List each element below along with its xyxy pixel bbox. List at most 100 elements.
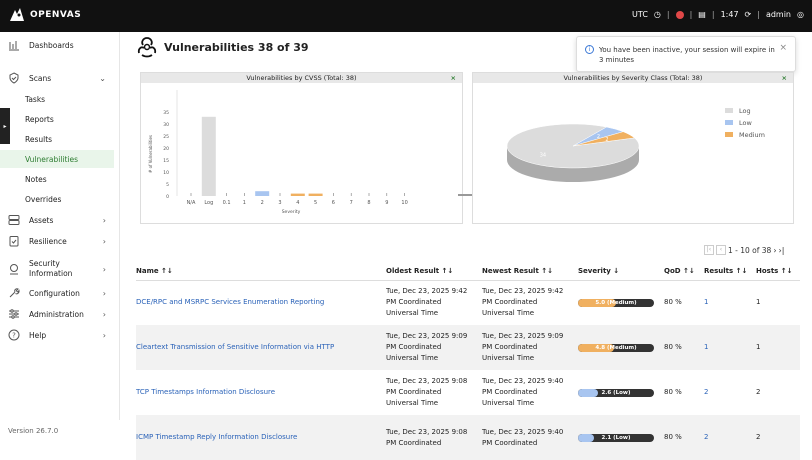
bar[interactable] xyxy=(308,193,323,196)
remove-chart-icon[interactable]: × xyxy=(781,74,787,82)
user-icon[interactable]: ◎ xyxy=(797,10,804,19)
oldest-result: Tue, Dec 23, 2025 9:08 PM Coordinated xyxy=(386,415,482,460)
table-row[interactable]: DCE/RPC and MSRPC Services Enumeration R… xyxy=(136,280,800,325)
col-header-results[interactable]: Results ↑↓ xyxy=(704,262,756,281)
notes-icon[interactable]: ▤ xyxy=(698,10,706,19)
security-info-icon xyxy=(7,262,21,276)
sidebar-item-overrides[interactable]: Overrides xyxy=(25,194,62,204)
newest-result: Tue, Dec 23, 2025 9:40 PM Coordinated Univ… xyxy=(482,370,578,415)
results-count-link[interactable]: 1 xyxy=(704,298,709,307)
separator: | xyxy=(711,10,715,19)
date-line: Tue, Dec 23, 2025 9:08 xyxy=(386,377,468,385)
bar[interactable] xyxy=(290,193,305,196)
sidebar-item-vulnerabilities[interactable]: Vulnerabilities xyxy=(0,150,114,168)
chevron-right-icon: › xyxy=(102,236,106,246)
vuln-name-link[interactable]: TCP Timestamps Information Disclosure xyxy=(136,388,276,396)
date-line: Universal Time xyxy=(482,354,535,362)
results-count-link[interactable]: 1 xyxy=(704,325,756,370)
vuln-name-link[interactable]: DCE/RPC and MSRPC Services Enumeration R… xyxy=(136,298,325,307)
hosts-count: 1 xyxy=(756,298,761,307)
col-header-severity[interactable]: Severity ↓ xyxy=(578,262,664,281)
oldest-result: Tue, Dec 23, 2025 9:42 PM Coordinated Univ… xyxy=(386,280,482,325)
vuln-name-link[interactable]: ICMP Timestamp Reply Information Disclos… xyxy=(136,415,386,460)
date-line: Universal Time xyxy=(386,309,439,318)
results-count-link[interactable]: 2 xyxy=(704,388,709,396)
table-row[interactable]: Cleartext Transmission of Sensitive Info… xyxy=(136,325,800,370)
col-header-qod[interactable]: QoD ↑↓ xyxy=(664,262,704,281)
inactivity-toast: i You have been inactive, your session w… xyxy=(576,36,796,72)
vuln-name-link[interactable]: Cleartext Transmission of Sensitive Info… xyxy=(136,325,386,370)
pie-slice[interactable] xyxy=(572,131,635,147)
x-tick-label: 5 xyxy=(314,200,317,206)
refresh-icon[interactable]: ⟳ xyxy=(744,10,752,19)
sidebar-item-administration[interactable]: Administration › xyxy=(0,304,120,324)
date-line: Tue, Dec 23, 2025 9:40 xyxy=(482,427,564,436)
prev-page-button[interactable]: ‹ xyxy=(716,245,726,255)
sidebar-item-notes[interactable]: Notes xyxy=(25,174,47,184)
chevron-down-icon: ⌄ xyxy=(99,73,106,83)
sidebar-toggle-handle[interactable]: ▸ xyxy=(0,108,10,144)
y-tick-label: 5 xyxy=(166,182,169,188)
resize-handle[interactable] xyxy=(458,194,472,196)
sidebar-item-dashboards[interactable]: Dashboards xyxy=(0,35,120,55)
severity-text: 2.6 (Low) xyxy=(601,389,631,396)
col-header-name[interactable]: Name ↑↓ xyxy=(136,262,386,281)
sidebar-item-help[interactable]: ? Help › xyxy=(0,325,120,345)
app-logo[interactable]: OPENVAS xyxy=(8,6,81,24)
last-page-button[interactable]: ›| xyxy=(778,245,785,255)
sidebar-item-resilience[interactable]: Resilience › xyxy=(0,231,120,251)
col-header-newest[interactable]: Newest Result ↑↓ xyxy=(482,262,578,281)
main-content: Vulnerabilities 38 of 39 i You have been… xyxy=(120,32,812,460)
cvss-chart-panel: Vulnerabilities by CVSS (Total: 38) × 0 5… xyxy=(140,72,463,224)
dashboard-icon xyxy=(7,38,21,52)
date-line: PM Coordinated xyxy=(482,343,538,351)
sidebar-item-tasks[interactable]: Tasks xyxy=(25,94,46,104)
results-count-link[interactable]: 2 xyxy=(704,415,756,460)
severity-bar-fill xyxy=(578,388,598,397)
x-tick-label: 4 xyxy=(296,200,299,206)
table-row[interactable]: ICMP Timestamp Reply Information Disclos… xyxy=(136,415,800,460)
severity-chart-panel: Vulnerabilities by Severity Class (Total… xyxy=(472,72,794,224)
table-row[interactable]: TCP Timestamps Information Disclosure Tu… xyxy=(136,370,800,415)
user-name[interactable]: admin xyxy=(765,10,792,19)
separator: | xyxy=(666,10,670,19)
cvss-chart-title: Vulnerabilities by CVSS (Total: 38) xyxy=(246,74,357,82)
legend-swatch xyxy=(725,120,733,125)
hosts-count: 2 xyxy=(756,415,800,460)
language-flag-icon[interactable] xyxy=(675,10,684,19)
x-tick-label: N/A xyxy=(187,200,196,206)
server-icon xyxy=(7,213,21,227)
sidebar-item-scans[interactable]: Scans ⌄ xyxy=(0,68,120,88)
sidebar-item-label: Assets xyxy=(29,215,54,225)
bar[interactable] xyxy=(255,191,270,196)
severity-text: 2.1 (Low) xyxy=(601,434,631,441)
y-tick-label: 25 xyxy=(163,134,169,140)
y-tick-label: 15 xyxy=(163,158,169,164)
date-line: Tue, Dec 23, 2025 9:42 xyxy=(386,287,468,296)
x-tick-label: 1 xyxy=(243,200,246,206)
col-header-hosts[interactable]: Hosts ↑↓ xyxy=(756,262,800,281)
sidebar-item-results[interactable]: Results xyxy=(25,134,53,144)
timezone-label[interactable]: UTC xyxy=(632,10,648,19)
hosts-count: 1 xyxy=(756,325,800,370)
first-page-button[interactable]: |‹ xyxy=(704,245,714,255)
page-title: Vulnerabilities 38 of 39 xyxy=(136,36,309,58)
x-tick-label: 7 xyxy=(350,200,353,206)
sidebar-item-security-information[interactable]: Security Information › xyxy=(0,256,120,282)
qod-cell: 80 % xyxy=(664,298,682,307)
sidebar-item-reports[interactable]: Reports xyxy=(25,114,54,124)
bar[interactable] xyxy=(201,116,216,196)
pie-slice-label: 2 xyxy=(597,134,600,140)
sidebar-item-label: Administration xyxy=(29,309,84,319)
remove-chart-icon[interactable]: × xyxy=(450,74,456,82)
x-tick-label: 0.1 xyxy=(223,200,231,206)
sidebar-item-label: Configuration xyxy=(29,288,80,298)
next-page-button[interactable]: › xyxy=(773,245,777,255)
severity-cell: 4.8 (Medium) xyxy=(578,325,664,370)
close-icon[interactable]: × xyxy=(779,43,787,53)
sidebar-item-configuration[interactable]: Configuration › xyxy=(0,283,120,303)
col-header-oldest[interactable]: Oldest Result ↑↓ xyxy=(386,262,482,281)
sidebar-item-assets[interactable]: Assets › xyxy=(0,210,120,230)
y-tick-label: 10 xyxy=(163,170,169,176)
pie-side xyxy=(507,146,639,182)
